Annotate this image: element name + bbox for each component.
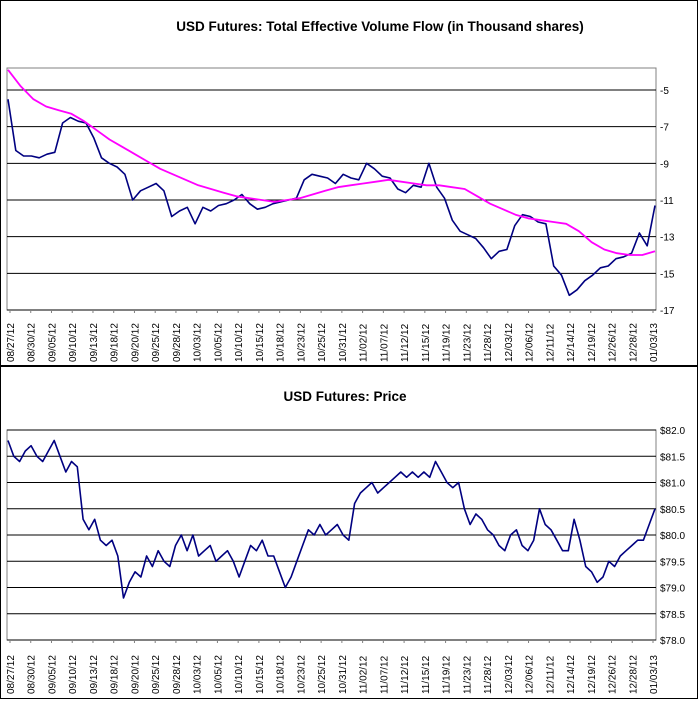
price-x-tick-label: 12/26/12	[608, 655, 619, 694]
volume-flow-x-tick-label: 11/07/12	[379, 323, 390, 362]
volume-flow-x-tick-label: 10/25/12	[317, 323, 328, 362]
price-x-tick-label: 09/25/12	[151, 655, 162, 694]
price-x-tick-label: 11/02/12	[359, 655, 370, 694]
price-x-tick-label: 11/07/12	[379, 655, 390, 694]
price-x-tick-label: 10/03/12	[193, 655, 204, 694]
volume-flow-chart-title: USD Futures: Total Effective Volume Flow…	[176, 19, 584, 34]
price-y-tick-label: $80.5	[660, 505, 685, 516]
volume-flow-chart: USD Futures: Total Effective Volume Flow…	[6, 19, 675, 362]
volume-flow-x-tick-label: 11/19/12	[442, 323, 453, 362]
price-y-tick-label: $82.0	[660, 426, 685, 437]
volume-flow-x-tick-label: 12/28/12	[628, 323, 639, 362]
volume-flow-x-tick-label: 09/13/12	[89, 323, 100, 362]
price-series-1-line	[7, 439, 656, 599]
volume-flow-x-tick-label: 09/28/12	[172, 323, 183, 362]
price-x-tick-label: 11/23/12	[462, 655, 473, 694]
volume-flow-x-tick-label: 12/06/12	[525, 323, 536, 362]
volume-flow-x-tick-label: 10/05/12	[213, 323, 224, 362]
volume-flow-x-tick-label: 12/03/12	[504, 323, 515, 362]
volume-flow-x-tick-label: 10/03/12	[193, 323, 204, 362]
price-x-tick-label: 10/25/12	[317, 655, 328, 694]
volume-flow-x-tick-label: 11/28/12	[483, 323, 494, 362]
price-x-tick-label: 12/11/12	[545, 655, 556, 694]
volume-flow-x-tick-label: 08/27/12	[6, 323, 17, 362]
price-x-tick-label: 09/28/12	[172, 655, 183, 694]
price-y-tick-label: $80.0	[660, 531, 685, 542]
volume-flow-x-tick-label: 09/25/12	[151, 323, 162, 362]
price-chart: USD Futures: Price $82.0 $81.5 $81.0 $80.5 $…	[6, 389, 685, 694]
volume-flow-y-tick-label: -15	[660, 269, 675, 280]
volume-flow-x-tick-label: 09/18/12	[110, 323, 121, 362]
volume-flow-x-tick-label: 01/03/13	[649, 323, 660, 362]
price-x-tick-label: 11/12/12	[400, 655, 411, 694]
volume-flow-x-tick-label: 11/12/12	[400, 323, 411, 362]
price-x-tick-label: 10/23/12	[296, 655, 307, 694]
volume-flow-x-tick-label: 12/19/12	[587, 323, 598, 362]
price-x-tick-label: 10/31/12	[338, 655, 349, 694]
price-x-tick-label: 09/10/12	[68, 655, 79, 694]
price-y-tick-label: $81.0	[660, 479, 685, 490]
price-x-tick-label: 11/28/12	[483, 655, 494, 694]
volume-flow-x-tick-label: 10/23/12	[296, 323, 307, 362]
volume-flow-y-tick-label: -9	[660, 159, 669, 170]
price-x-tick-label: 09/18/12	[110, 655, 121, 694]
price-x-tick-label: 09/20/12	[130, 655, 141, 694]
price-x-tick-label: 10/10/12	[234, 655, 245, 694]
price-y-tick-label: $81.5	[660, 452, 685, 463]
price-x-tick-label: 09/13/12	[89, 655, 100, 694]
volume-flow-x-tick-label: 12/11/12	[545, 323, 556, 362]
volume-flow-x-tick-label: 11/02/12	[359, 323, 370, 362]
price-y-tick-label: $78.5	[660, 610, 685, 621]
price-x-tick-label: 11/19/12	[442, 655, 453, 694]
price-y-tick-label: $79.5	[660, 557, 685, 568]
price-x-tick-label: 10/05/12	[213, 655, 224, 694]
price-x-tick-label: 12/28/12	[628, 655, 639, 694]
volume-flow-series-1-line	[7, 99, 656, 297]
price-x-tick-label: 11/15/12	[421, 655, 432, 694]
price-x-tick-label: 12/03/12	[504, 655, 515, 694]
volume-flow-x-tick-label: 10/10/12	[234, 323, 245, 362]
price-x-tick-label: 08/27/12	[6, 655, 17, 694]
volume-flow-x-tick-label: 12/14/12	[566, 323, 577, 362]
price-x-tick-label: 08/30/12	[27, 655, 38, 694]
volume-flow-y-tick-label: -17	[660, 306, 675, 317]
price-x-tick-label: 01/03/13	[649, 655, 660, 694]
volume-flow-x-tick-label: 10/31/12	[338, 323, 349, 362]
price-y-tick-label: $78.0	[660, 636, 685, 647]
price-chart-title: USD Futures: Price	[283, 389, 407, 404]
price-x-tick-label: 10/15/12	[255, 655, 266, 694]
volume-flow-y-tick-label: -11	[660, 196, 674, 207]
volume-flow-x-tick-label: 08/30/12	[27, 323, 38, 362]
volume-flow-x-tick-label: 10/18/12	[276, 323, 287, 362]
volume-flow-x-tick-label: 11/23/12	[462, 323, 473, 362]
volume-flow-x-tick-label: 09/20/12	[130, 323, 141, 362]
price-x-tick-label: 12/14/12	[566, 655, 577, 694]
price-x-tick-label: 10/18/12	[276, 655, 287, 694]
volume-flow-x-tick-label: 09/10/12	[68, 323, 79, 362]
volume-flow-x-tick-label: 09/05/12	[47, 323, 58, 362]
price-x-tick-label: 12/19/12	[587, 655, 598, 694]
volume-flow-y-tick-label: -7	[660, 123, 669, 134]
volume-flow-x-tick-label: 10/15/12	[255, 323, 266, 362]
volume-flow-x-tick-label: 11/15/12	[421, 323, 432, 362]
price-x-tick-label: 12/06/12	[525, 655, 536, 694]
price-y-tick-label: $79.0	[660, 584, 685, 595]
volume-flow-y-tick-label: -13	[660, 233, 675, 244]
volume-flow-x-tick-label: 12/26/12	[608, 323, 619, 362]
price-x-tick-label: 09/05/12	[47, 655, 58, 694]
volume-flow-series-2-line	[7, 69, 656, 256]
volume-flow-y-tick-label: -5	[660, 86, 669, 97]
